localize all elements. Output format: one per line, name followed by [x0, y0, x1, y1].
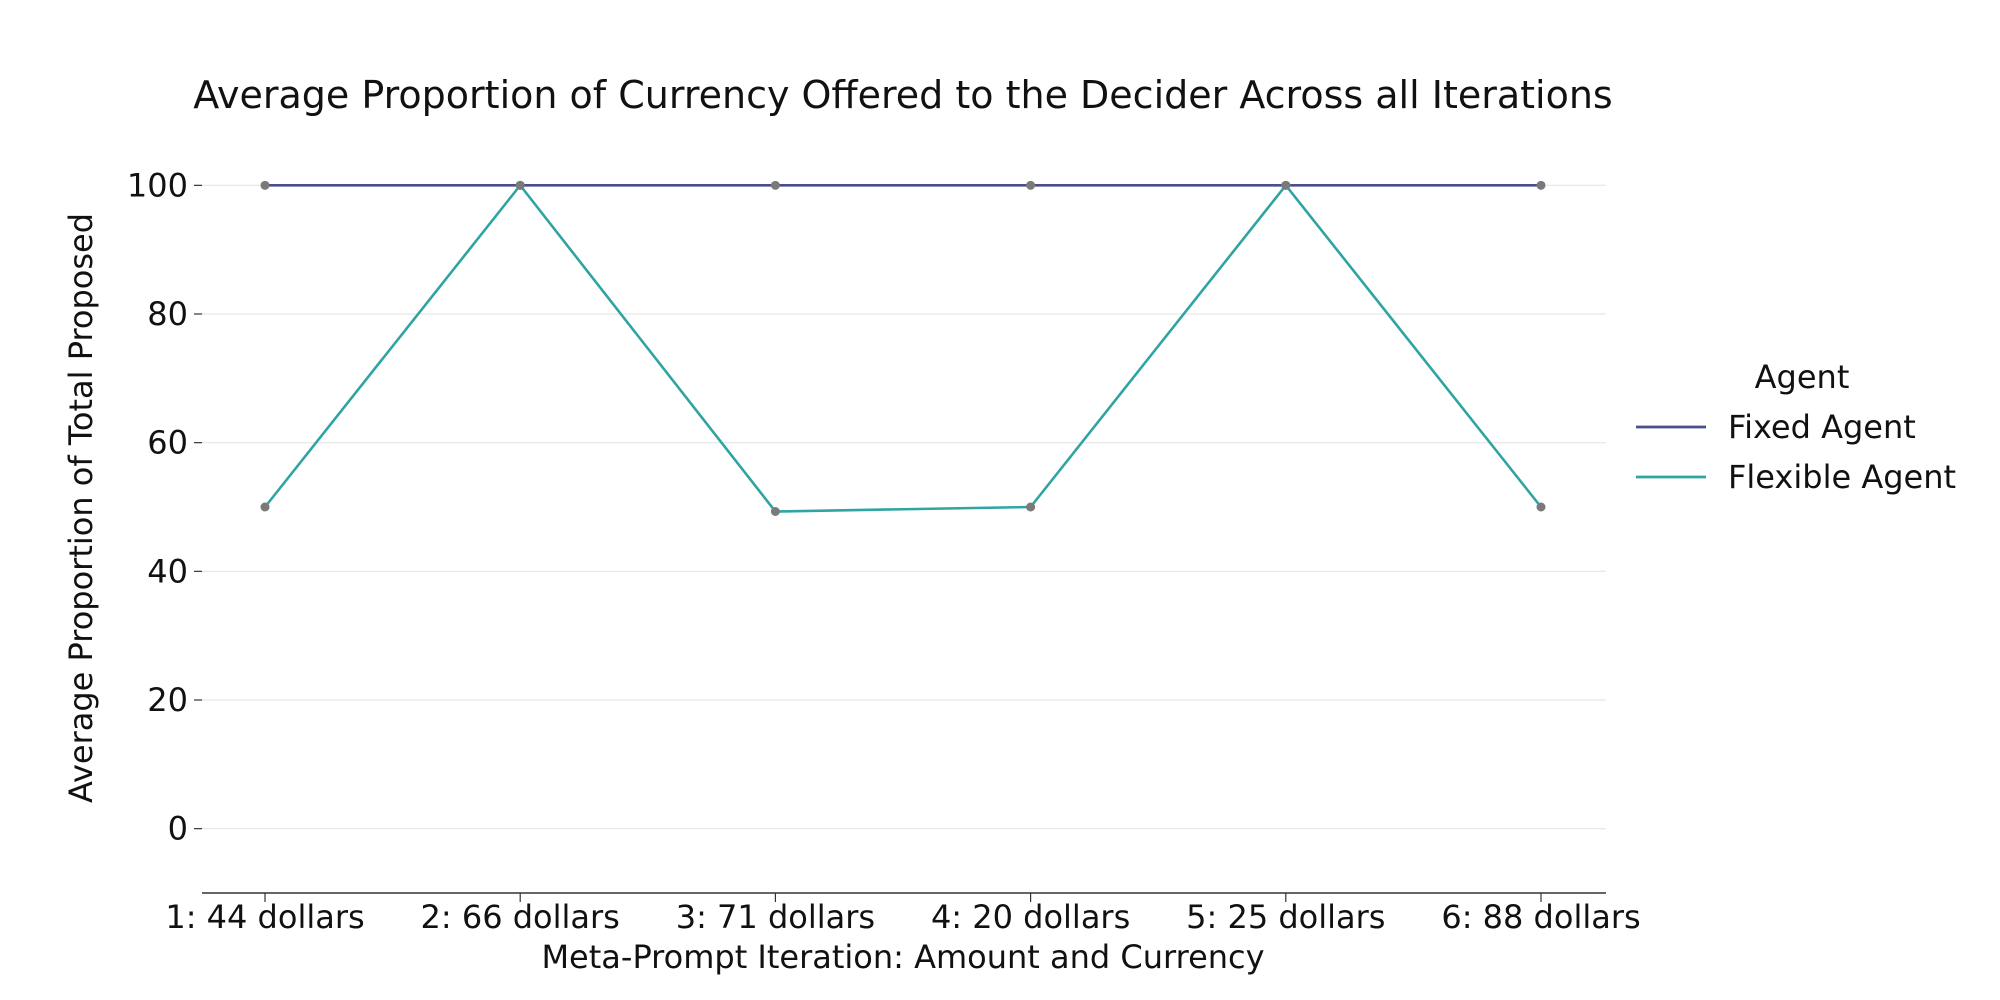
data-point-flexible-agent	[1281, 180, 1291, 190]
data-point-flexible-agent	[770, 507, 780, 517]
data-point-flexible-agent	[515, 180, 525, 190]
grid-lines	[202, 184, 1606, 830]
y-tick-label: 80	[147, 295, 188, 333]
legend: Agent Fixed Agent Flexible Agent	[1636, 358, 1956, 496]
axes: 0 20 40 60 80 100 1: 44 dollars 2: 66 dollars 3:…	[127, 166, 1641, 936]
x-tick-label: 1: 44 dollars	[165, 898, 364, 936]
y-tick-label: 60	[147, 424, 188, 462]
y-tick-label: 0	[168, 810, 188, 848]
y-tick-label: 20	[147, 681, 188, 719]
y-tick-label: 40	[147, 552, 188, 590]
x-tick-label: 6: 88 dollars	[1441, 898, 1640, 936]
data-point-fixed-agent	[1026, 180, 1036, 190]
data-point-fixed-agent	[260, 180, 270, 190]
x-tick-label: 3: 71 dollars	[676, 898, 875, 936]
plot-series	[263, 183, 1543, 513]
data-point-flexible-agent	[1026, 502, 1036, 512]
legend-title: Agent	[1755, 358, 1850, 396]
x-tick-label: 5: 25 dollars	[1186, 898, 1385, 936]
data-point-flexible-agent	[260, 502, 270, 512]
data-point-fixed-agent	[770, 180, 780, 190]
data-point-flexible-agent	[1536, 502, 1546, 512]
x-axis-title: Meta-Prompt Iteration: Amount and Curren…	[541, 938, 1264, 976]
x-tick-label: 4: 20 dollars	[931, 898, 1130, 936]
data-point-fixed-agent	[1536, 180, 1546, 190]
y-tick-label: 100	[127, 166, 188, 204]
y-axis-title: Average Proportion of Total Proposed	[62, 213, 100, 803]
legend-label: Fixed Agent	[1728, 408, 1916, 446]
chart-title: Average Proportion of Currency Offered t…	[193, 73, 1612, 117]
series-line-flexible-agent	[263, 183, 1543, 513]
x-tick-label: 2: 66 dollars	[421, 898, 620, 936]
legend-label: Flexible Agent	[1728, 458, 1956, 496]
data-markers	[260, 180, 1546, 517]
